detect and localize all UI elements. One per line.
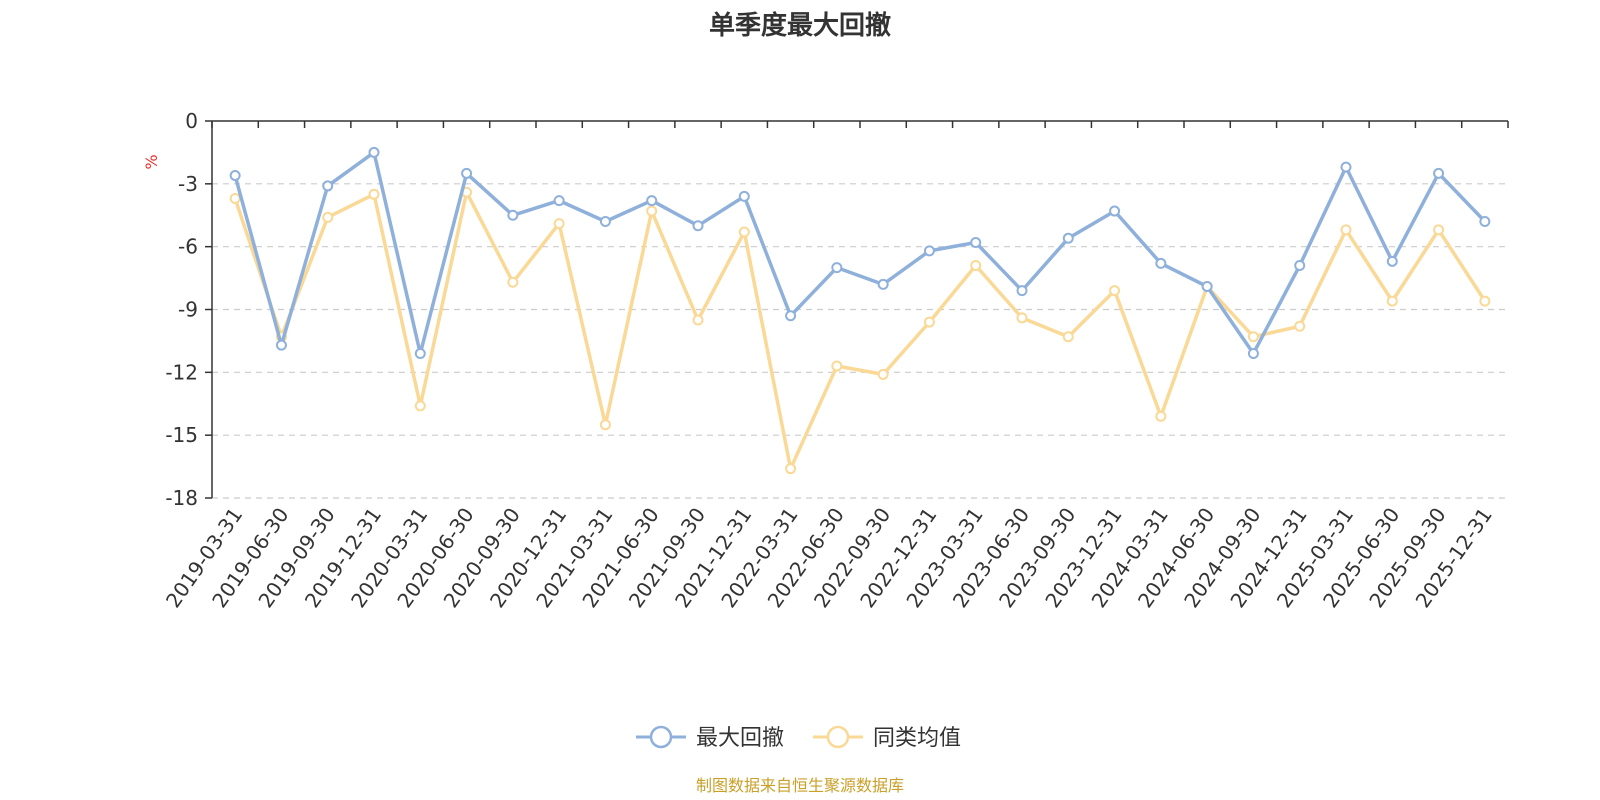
series-line [233, 150, 1487, 356]
grid-lines [212, 183, 1508, 499]
legend-marker [826, 725, 850, 749]
data-point[interactable] [970, 236, 982, 248]
data-point[interactable] [738, 190, 750, 202]
data-point[interactable] [785, 310, 797, 322]
data-point[interactable] [646, 205, 658, 217]
series-1 [229, 146, 1491, 359]
legend: 最大回撤 同类均值 [636, 725, 961, 751]
data-point[interactable] [692, 314, 704, 326]
series-line [233, 190, 1487, 471]
data-point[interactable] [229, 169, 241, 181]
data-point[interactable] [229, 192, 241, 204]
data-point[interactable] [1062, 331, 1074, 343]
data-point[interactable] [414, 347, 426, 359]
data-point[interactable] [1155, 410, 1167, 422]
data-point[interactable] [553, 218, 565, 230]
y-tick-label: -6 [178, 235, 198, 259]
chart-title: 单季度最大回撤 [709, 10, 891, 41]
data-point[interactable] [1016, 285, 1028, 297]
data-point[interactable] [1340, 161, 1352, 173]
data-point[interactable] [1062, 232, 1074, 244]
data-point[interactable] [1433, 167, 1445, 179]
data-point[interactable] [923, 316, 935, 328]
legend-label: 最大回撤 [696, 726, 784, 751]
y-tick-label: -3 [178, 172, 198, 196]
data-point[interactable] [368, 146, 380, 158]
data-point[interactable] [646, 195, 658, 207]
data-point[interactable] [1109, 285, 1121, 297]
data-point[interactable] [507, 209, 519, 221]
data-point[interactable] [1386, 295, 1398, 307]
data-point[interactable] [553, 195, 565, 207]
data-point[interactable] [877, 278, 889, 290]
data-point[interactable] [923, 245, 935, 257]
data-point[interactable] [1247, 331, 1259, 343]
x-axis-ticks: 2019-03-312019-06-302019-09-302019-12-31… [161, 503, 1497, 612]
data-point[interactable] [461, 167, 473, 179]
data-point[interactable] [1433, 224, 1445, 236]
series-group [229, 146, 1491, 475]
data-point[interactable] [414, 400, 426, 412]
legend-label: 同类均值 [873, 726, 961, 751]
data-point[interactable] [1247, 347, 1259, 359]
data-point[interactable] [1479, 295, 1491, 307]
data-point[interactable] [877, 368, 889, 380]
data-point[interactable] [1294, 320, 1306, 332]
series-2 [229, 186, 1491, 475]
data-point[interactable] [1201, 280, 1213, 292]
y-axis-unit: % [142, 154, 161, 169]
data-point[interactable] [1109, 205, 1121, 217]
y-tick-label: -15 [165, 423, 198, 447]
y-tick-label: 0 [185, 109, 198, 133]
legend-marker [649, 725, 673, 749]
data-point[interactable] [322, 211, 334, 223]
data-point[interactable] [692, 220, 704, 232]
data-point[interactable] [275, 339, 287, 351]
data-point[interactable] [507, 276, 519, 288]
legend-item[interactable]: 同类均值 [813, 725, 961, 751]
data-point[interactable] [1386, 255, 1398, 267]
data-source-note: 制图数据来自恒生聚源数据库 [696, 776, 904, 795]
y-axis-ticks: 0 -3 -6 -9 -12 -15 -18 [165, 109, 198, 510]
data-point[interactable] [1294, 260, 1306, 272]
data-point[interactable] [599, 419, 611, 431]
data-point[interactable] [368, 188, 380, 200]
data-point[interactable] [831, 360, 843, 372]
data-point[interactable] [1016, 312, 1028, 324]
legend-item[interactable]: 最大回撤 [636, 725, 784, 751]
y-tick-label: -18 [165, 486, 198, 510]
data-point[interactable] [970, 260, 982, 272]
data-point[interactable] [599, 216, 611, 228]
axes [205, 120, 1509, 499]
data-point[interactable] [1340, 224, 1352, 236]
data-point[interactable] [738, 226, 750, 238]
data-point[interactable] [1479, 216, 1491, 228]
data-point[interactable] [1155, 257, 1167, 269]
y-tick-label: -12 [165, 360, 198, 384]
y-tick-label: -9 [178, 298, 198, 322]
data-point[interactable] [785, 463, 797, 475]
data-point[interactable] [322, 180, 334, 192]
data-point[interactable] [831, 262, 843, 274]
